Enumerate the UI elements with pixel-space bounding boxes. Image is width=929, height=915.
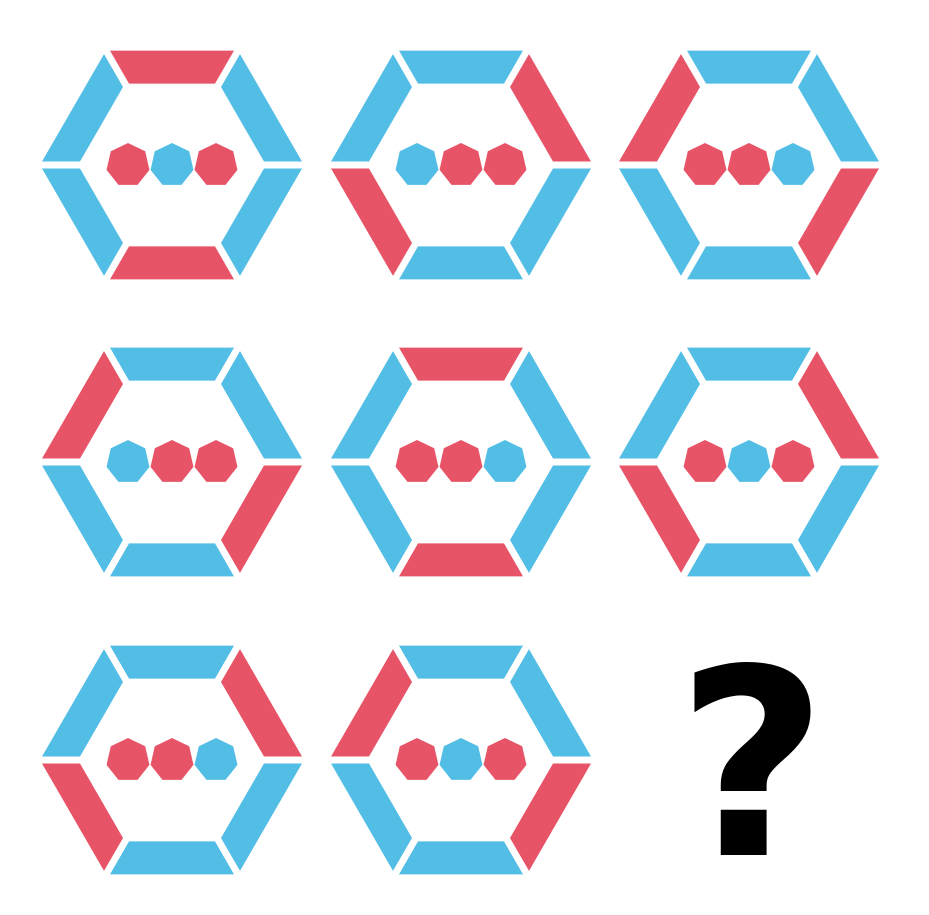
frame-segment-lower-left bbox=[619, 168, 700, 276]
hexagon-tile bbox=[42, 50, 302, 280]
hexagon-tile bbox=[42, 645, 302, 875]
frame-segment-top bbox=[110, 50, 234, 84]
frame-segment-upper-left bbox=[619, 351, 700, 459]
frame-segment-upper-left bbox=[331, 54, 412, 162]
frame-segment-lower-right bbox=[798, 465, 879, 573]
center-dot-middle bbox=[150, 440, 194, 482]
center-dot-right bbox=[194, 738, 238, 780]
center-dot-left bbox=[106, 143, 150, 185]
center-dot-left bbox=[395, 440, 439, 482]
center-dot-middle bbox=[439, 143, 483, 185]
frame-segment-top bbox=[110, 347, 234, 381]
hexagon-tile bbox=[331, 347, 591, 577]
center-dot-right bbox=[483, 143, 527, 185]
center-dot-left bbox=[106, 440, 150, 482]
frame-segment-top bbox=[687, 347, 811, 381]
frame-segment-top bbox=[687, 50, 811, 84]
frame-segment-bottom bbox=[399, 246, 523, 280]
frame-segment-upper-right bbox=[798, 351, 879, 459]
frame-segment-upper-left bbox=[331, 649, 412, 757]
frame-segment-lower-right bbox=[221, 763, 302, 871]
center-dot-right bbox=[771, 440, 815, 482]
frame-segment-upper-left bbox=[619, 54, 700, 162]
hexagon-tile bbox=[619, 50, 879, 280]
frame-segment-lower-right bbox=[221, 465, 302, 573]
center-dot-right bbox=[483, 440, 527, 482]
frame-segment-lower-left bbox=[331, 763, 412, 871]
frame-segment-upper-left bbox=[42, 649, 123, 757]
center-dot-left bbox=[106, 738, 150, 780]
hexagon-tile bbox=[331, 645, 591, 875]
frame-segment-lower-left bbox=[619, 465, 700, 573]
center-dot-left bbox=[395, 143, 439, 185]
frame-segment-lower-left bbox=[331, 465, 412, 573]
hexagon-tile bbox=[42, 347, 302, 577]
frame-segment-lower-left bbox=[42, 465, 123, 573]
frame-segment-upper-right bbox=[221, 649, 302, 757]
center-dot-middle bbox=[439, 738, 483, 780]
frame-segment-upper-right bbox=[510, 54, 591, 162]
frame-segment-top bbox=[399, 645, 523, 679]
frame-segment-lower-right bbox=[798, 168, 879, 276]
center-dot-middle bbox=[727, 143, 771, 185]
frame-segment-upper-right bbox=[221, 351, 302, 459]
center-dot-right bbox=[483, 738, 527, 780]
frame-segment-bottom bbox=[687, 543, 811, 577]
frame-segment-top bbox=[399, 50, 523, 84]
frame-segment-lower-left bbox=[42, 168, 123, 276]
frame-segment-bottom bbox=[110, 246, 234, 280]
frame-segment-bottom bbox=[399, 543, 523, 577]
center-dot-left bbox=[683, 440, 727, 482]
frame-segment-upper-right bbox=[221, 54, 302, 162]
frame-segment-bottom bbox=[399, 841, 523, 875]
frame-segment-upper-left bbox=[42, 54, 123, 162]
center-dot-middle bbox=[150, 143, 194, 185]
puzzle-cells bbox=[42, 50, 879, 875]
center-dot-right bbox=[194, 143, 238, 185]
frame-segment-top bbox=[399, 347, 523, 381]
frame-segment-upper-left bbox=[331, 351, 412, 459]
frame-segment-bottom bbox=[110, 543, 234, 577]
frame-segment-upper-right bbox=[510, 351, 591, 459]
frame-segment-lower-right bbox=[510, 763, 591, 871]
frame-segment-top bbox=[110, 645, 234, 679]
frame-segment-lower-right bbox=[221, 168, 302, 276]
frame-segment-bottom bbox=[110, 841, 234, 875]
center-dot-middle bbox=[439, 440, 483, 482]
center-dot-middle bbox=[150, 738, 194, 780]
frame-segment-upper-right bbox=[798, 54, 879, 162]
frame-segment-lower-right bbox=[510, 465, 591, 573]
center-dot-middle bbox=[727, 440, 771, 482]
hexagon-tile bbox=[331, 50, 591, 280]
frame-segment-upper-left bbox=[42, 351, 123, 459]
missing-answer-question-mark: ? bbox=[677, 615, 828, 915]
frame-segment-lower-left bbox=[42, 763, 123, 871]
center-dot-left bbox=[395, 738, 439, 780]
frame-segment-upper-right bbox=[510, 649, 591, 757]
center-dot-right bbox=[194, 440, 238, 482]
hexagon-tile bbox=[619, 347, 879, 577]
frame-segment-bottom bbox=[687, 246, 811, 280]
frame-segment-lower-left bbox=[331, 168, 412, 276]
center-dot-left bbox=[683, 143, 727, 185]
center-dot-right bbox=[771, 143, 815, 185]
frame-segment-lower-right bbox=[510, 168, 591, 276]
